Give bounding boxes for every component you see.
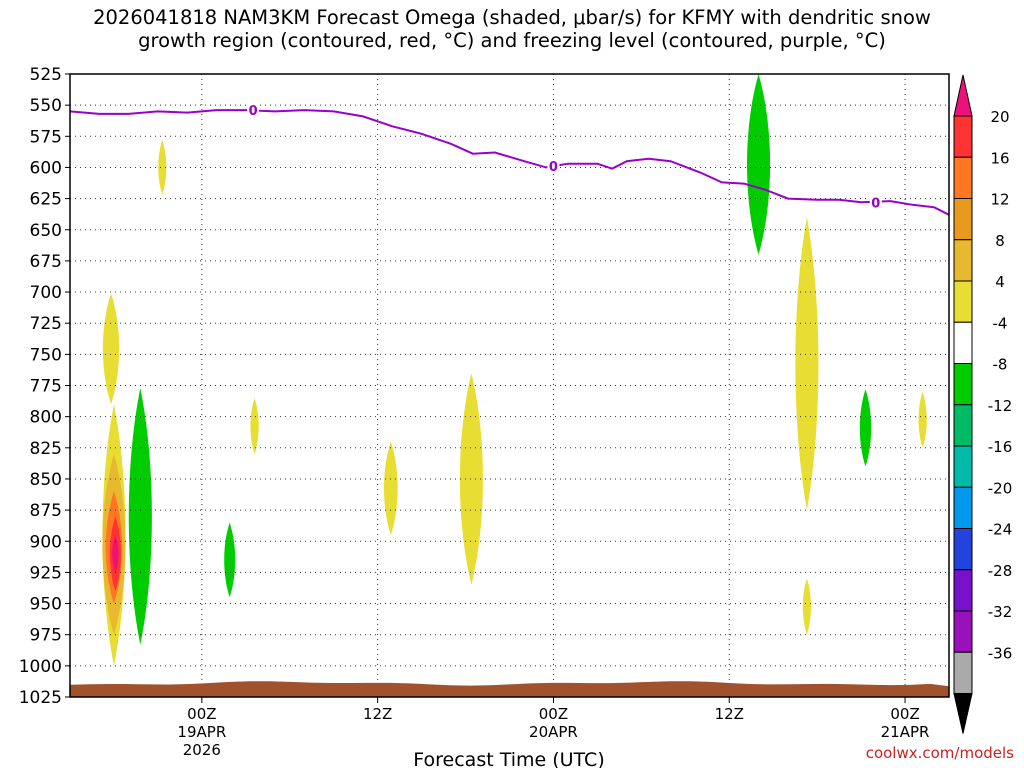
colorbar-swatch-13 bbox=[953, 610, 973, 653]
contour-label-0: 0 bbox=[249, 104, 258, 119]
x-tick-label-3: 12Z bbox=[715, 705, 744, 723]
y-tick-label-1: 550 bbox=[30, 96, 62, 116]
colorbar-label-1: 16 bbox=[990, 149, 1009, 167]
omega-shading bbox=[102, 74, 927, 666]
y-tick-label-5: 650 bbox=[30, 221, 62, 241]
y-tick-label-8: 725 bbox=[30, 314, 62, 334]
y-tick-label-6: 675 bbox=[30, 252, 62, 272]
colorbar-swatch-5 bbox=[953, 280, 973, 323]
omega-region-16 bbox=[918, 391, 927, 448]
colorbar-label-6: -8 bbox=[993, 356, 1008, 374]
x-tick-label-4: 00Z bbox=[890, 705, 919, 723]
terrain-surface bbox=[70, 681, 949, 697]
colorbar-label-13: -36 bbox=[988, 644, 1013, 662]
colorbar-label-4: 4 bbox=[995, 273, 1005, 291]
colorbar-swatch-4 bbox=[953, 239, 973, 282]
colorbar-label-3: 8 bbox=[995, 232, 1005, 250]
y-tick-label-16: 925 bbox=[30, 563, 62, 583]
colorbar-label-0: 20 bbox=[990, 108, 1009, 126]
y-tick-label-14: 875 bbox=[30, 501, 62, 521]
y-tick-label-20: 1025 bbox=[19, 688, 62, 708]
colorbar-label-10: -24 bbox=[988, 521, 1013, 539]
omega-region-8 bbox=[224, 522, 236, 598]
contour-label-bg-1 bbox=[547, 158, 560, 174]
x-tick-label-0: 00Z bbox=[187, 705, 216, 723]
omega-region-5 bbox=[112, 535, 119, 573]
y-tick-label-17: 950 bbox=[30, 595, 62, 615]
colorbar-swatch-10 bbox=[953, 486, 973, 529]
y-axis: 525 550 575 600 625 650 675 700 725 750 775 800 825 8… bbox=[19, 65, 70, 708]
contour-label-2: 0 bbox=[871, 196, 880, 211]
x-tick-sublabel-0-0: 19APR bbox=[177, 723, 226, 741]
colorbar-label-5: -4 bbox=[993, 314, 1008, 332]
terrain-fill bbox=[70, 681, 949, 697]
colorbar-swatch-2 bbox=[953, 156, 973, 199]
chart-title-line2: growth region (contoured, red, °C) and f… bbox=[138, 29, 886, 52]
colorbar-swatch-1 bbox=[953, 115, 973, 158]
colorbar-swatch-3 bbox=[953, 198, 973, 241]
y-tick-label-4: 625 bbox=[30, 190, 62, 210]
omega-region-12 bbox=[747, 74, 771, 255]
colorbar-swatch-6 bbox=[953, 321, 973, 364]
x-tick-sublabel-2-0: 20APR bbox=[529, 723, 578, 741]
colorbar: 20 16 12 8 4 -4 -8 -12 -16 -20 -24 -28 -32 -36 bbox=[953, 74, 1013, 734]
colorbar-label-11: -28 bbox=[988, 562, 1013, 580]
omega-region-9 bbox=[250, 397, 259, 455]
colorbar-label-2: 12 bbox=[990, 191, 1009, 209]
colorbar-swatch-8 bbox=[953, 404, 973, 447]
colorbar-label-9: -20 bbox=[988, 479, 1013, 497]
colorbar-swatch-14 bbox=[953, 651, 973, 694]
colorbar-top-arrow bbox=[953, 74, 973, 117]
y-tick-label-3: 600 bbox=[30, 158, 62, 178]
omega-region-15 bbox=[859, 389, 872, 467]
y-tick-label-9: 750 bbox=[30, 345, 62, 365]
omega-region-14 bbox=[802, 578, 812, 635]
y-tick-label-7: 700 bbox=[30, 283, 62, 303]
colorbar-swatch-11 bbox=[953, 528, 973, 571]
x-tick-sublabel-4-0: 21APR bbox=[881, 723, 930, 741]
omega-region-10 bbox=[383, 441, 398, 536]
colorbar-bottom-arrow bbox=[953, 693, 973, 734]
y-tick-label-0: 525 bbox=[30, 65, 62, 85]
colorbar-label-8: -16 bbox=[988, 438, 1013, 456]
chart-title: 2026041818 NAM3KM Forecast Omega (shaded… bbox=[0, 6, 1024, 52]
colorbar-label-12: -32 bbox=[988, 603, 1013, 621]
contour-label-1: 0 bbox=[549, 160, 558, 175]
credit-text: coolwx.com/models bbox=[865, 744, 1014, 762]
x-tick-label-2: 00Z bbox=[539, 705, 568, 723]
omega-region-0 bbox=[102, 293, 120, 405]
y-tick-label-10: 775 bbox=[30, 377, 62, 397]
y-tick-label-15: 900 bbox=[30, 532, 62, 552]
x-tick-label-1: 12Z bbox=[363, 705, 392, 723]
y-tick-label-18: 975 bbox=[30, 626, 62, 646]
omega-region-13 bbox=[795, 217, 819, 511]
y-tick-label-13: 850 bbox=[30, 470, 62, 490]
colorbar-swatch-9 bbox=[953, 445, 973, 488]
colorbar-label-7: -12 bbox=[988, 397, 1013, 415]
omega-region-11 bbox=[459, 373, 483, 585]
y-tick-label-11: 800 bbox=[30, 408, 62, 428]
chart-title-line1: 2026041818 NAM3KM Forecast Omega (shaded… bbox=[93, 6, 931, 29]
colorbar-swatch-12 bbox=[953, 569, 973, 612]
freezing-level-contour: 0 0 0 bbox=[69, 102, 950, 216]
x-axis-label: Forecast Time (UTC) bbox=[413, 749, 604, 768]
y-tick-label-12: 825 bbox=[30, 439, 62, 459]
omega-region-7 bbox=[128, 387, 152, 645]
contour-label-bg-0 bbox=[247, 102, 260, 118]
y-tick-label-2: 575 bbox=[30, 127, 62, 147]
x-tick-sublabel-0-1: 2026 bbox=[183, 741, 221, 759]
y-tick-label-19: 1000 bbox=[19, 657, 62, 677]
contour-label-bg-2 bbox=[869, 194, 882, 210]
omega-region-6 bbox=[158, 140, 167, 195]
colorbar-swatch-7 bbox=[953, 363, 973, 406]
